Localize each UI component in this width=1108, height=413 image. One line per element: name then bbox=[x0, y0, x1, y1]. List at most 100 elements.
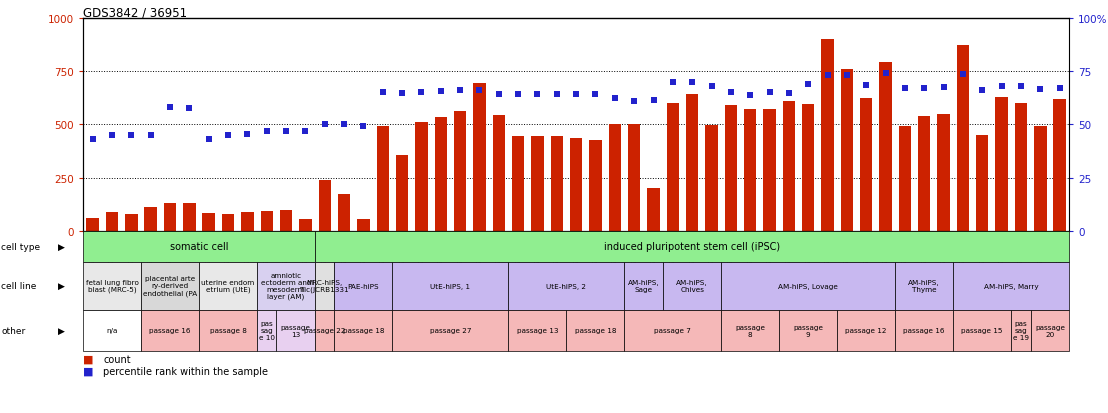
Point bbox=[780, 91, 798, 97]
Text: passage
9: passage 9 bbox=[793, 324, 823, 337]
Point bbox=[684, 79, 701, 86]
Point bbox=[548, 92, 566, 98]
Text: placental arte
ry-derived
endothelial (PA: placental arte ry-derived endothelial (P… bbox=[143, 276, 197, 296]
Bar bbox=[1012, 310, 1030, 351]
Point bbox=[819, 73, 837, 79]
Text: GDS3842 / 36951: GDS3842 / 36951 bbox=[83, 6, 187, 19]
Point bbox=[336, 122, 353, 128]
Text: ▶: ▶ bbox=[58, 326, 64, 335]
Text: cell type: cell type bbox=[1, 242, 40, 251]
Point bbox=[645, 97, 663, 104]
Point bbox=[741, 93, 759, 100]
Bar bbox=[625, 310, 721, 351]
Point bbox=[297, 128, 315, 135]
Point bbox=[432, 89, 450, 95]
Point bbox=[625, 98, 643, 105]
Bar bbox=[509, 262, 625, 310]
Bar bbox=[318, 180, 331, 231]
Point bbox=[664, 79, 681, 86]
Bar bbox=[628, 125, 640, 231]
Text: AM-hiPS, Lovage: AM-hiPS, Lovage bbox=[778, 283, 838, 289]
Bar bbox=[895, 310, 953, 351]
Bar bbox=[1054, 100, 1066, 231]
Text: passage
8: passage 8 bbox=[736, 324, 766, 337]
Text: UtE-hiPS, 1: UtE-hiPS, 1 bbox=[431, 283, 471, 289]
Point bbox=[529, 92, 546, 98]
Text: MRC-hiPS,
Tic(JCRB1331: MRC-hiPS, Tic(JCRB1331 bbox=[300, 279, 349, 293]
Bar bbox=[416, 123, 428, 231]
Bar bbox=[315, 262, 335, 310]
Text: passage
13: passage 13 bbox=[280, 324, 310, 337]
Point bbox=[606, 95, 624, 102]
Bar bbox=[144, 208, 157, 231]
Point bbox=[181, 106, 198, 112]
Bar bbox=[338, 194, 350, 231]
Text: passage 16: passage 16 bbox=[903, 328, 945, 333]
Text: AM-hiPS,
Chives: AM-hiPS, Chives bbox=[676, 280, 708, 292]
Text: cell line: cell line bbox=[1, 282, 37, 290]
Bar bbox=[83, 310, 141, 351]
Point bbox=[510, 92, 527, 98]
Bar bbox=[953, 262, 1069, 310]
Bar bbox=[1030, 310, 1069, 351]
Point bbox=[838, 73, 855, 79]
Bar bbox=[953, 310, 1012, 351]
Bar bbox=[396, 156, 409, 231]
Bar bbox=[434, 117, 448, 231]
Text: passage 22: passage 22 bbox=[304, 328, 346, 333]
Bar bbox=[509, 310, 566, 351]
Text: other: other bbox=[1, 326, 25, 335]
Bar bbox=[608, 125, 622, 231]
Bar bbox=[164, 204, 176, 231]
Bar bbox=[203, 213, 215, 231]
Bar bbox=[625, 262, 664, 310]
Text: ■: ■ bbox=[83, 354, 93, 364]
Text: AM-hiPS,
Sage: AM-hiPS, Sage bbox=[628, 280, 659, 292]
Point bbox=[393, 91, 411, 97]
Bar bbox=[377, 127, 389, 231]
Text: uterine endom
etrium (UtE): uterine endom etrium (UtE) bbox=[202, 279, 255, 293]
Bar bbox=[141, 310, 199, 351]
Bar bbox=[721, 262, 895, 310]
Bar bbox=[667, 104, 679, 231]
Point bbox=[199, 137, 217, 143]
Bar bbox=[199, 262, 257, 310]
Bar bbox=[493, 115, 505, 231]
Point bbox=[103, 132, 121, 139]
Bar bbox=[531, 137, 544, 231]
Bar bbox=[83, 231, 315, 262]
Bar bbox=[260, 211, 273, 231]
Point bbox=[586, 92, 604, 98]
Text: passage
20: passage 20 bbox=[1035, 324, 1065, 337]
Bar bbox=[743, 110, 757, 231]
Bar bbox=[335, 310, 392, 351]
Point bbox=[238, 131, 256, 138]
Text: ▶: ▶ bbox=[58, 242, 64, 251]
Bar bbox=[880, 63, 892, 231]
Point bbox=[1012, 83, 1029, 90]
Point bbox=[799, 81, 817, 88]
Text: count: count bbox=[103, 354, 131, 364]
Text: AM-hiPS,
Thyme: AM-hiPS, Thyme bbox=[909, 280, 940, 292]
Point bbox=[412, 90, 430, 96]
Bar bbox=[83, 262, 141, 310]
Text: induced pluripotent stem cell (iPSC): induced pluripotent stem cell (iPSC) bbox=[604, 242, 780, 252]
Point bbox=[761, 90, 779, 96]
Bar bbox=[917, 116, 931, 231]
Text: n/a: n/a bbox=[106, 328, 117, 333]
Point bbox=[935, 84, 953, 91]
Bar bbox=[956, 46, 970, 231]
Point bbox=[915, 85, 933, 92]
Bar bbox=[976, 135, 988, 231]
Text: ▶: ▶ bbox=[58, 282, 64, 290]
Bar bbox=[1015, 104, 1027, 231]
Point bbox=[471, 88, 489, 94]
Point bbox=[876, 71, 894, 77]
Point bbox=[162, 104, 179, 111]
Text: ■: ■ bbox=[83, 366, 93, 376]
Point bbox=[84, 137, 102, 143]
Bar bbox=[257, 262, 315, 310]
Text: PAE-hiPS: PAE-hiPS bbox=[348, 283, 379, 289]
Text: passage 27: passage 27 bbox=[430, 328, 471, 333]
Bar bbox=[392, 310, 509, 351]
